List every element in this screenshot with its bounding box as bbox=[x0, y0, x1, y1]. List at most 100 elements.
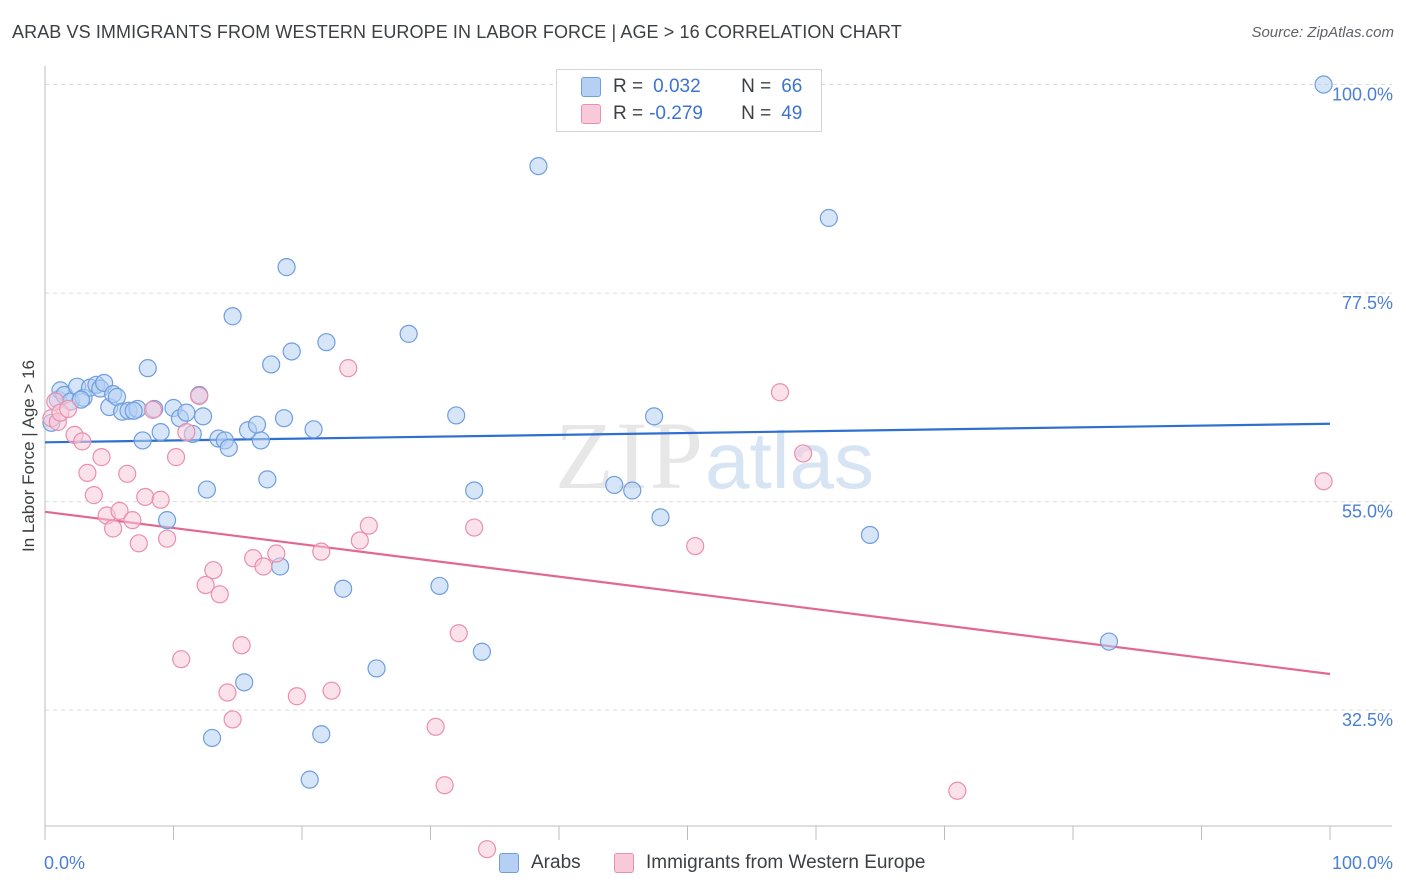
point-arabs bbox=[465, 481, 484, 500]
y-tick-label: 77.5% bbox=[1342, 293, 1393, 313]
point-immigrants bbox=[177, 422, 196, 442]
point-immigrants bbox=[359, 516, 378, 535]
x-tick-label: 100.0% bbox=[1332, 853, 1393, 873]
point-immigrants bbox=[59, 399, 78, 419]
point-immigrants bbox=[465, 518, 484, 537]
point-arabs bbox=[71, 390, 91, 409]
point-immigrants bbox=[435, 776, 454, 795]
point-immigrants bbox=[254, 557, 273, 576]
point-arabs bbox=[247, 415, 267, 434]
point-arabs bbox=[623, 481, 642, 500]
legend-n-label: N = bbox=[741, 103, 772, 124]
point-arabs bbox=[367, 659, 386, 678]
point-arabs bbox=[262, 355, 281, 374]
point-immigrants bbox=[172, 650, 191, 669]
point-immigrants bbox=[339, 359, 358, 378]
point-immigrants bbox=[686, 536, 705, 556]
y-tick-label: 55.0% bbox=[1342, 502, 1393, 522]
point-arabs bbox=[202, 728, 222, 748]
point-arabs bbox=[644, 407, 664, 426]
point-immigrants bbox=[232, 636, 251, 655]
point-immigrants bbox=[157, 529, 177, 548]
point-arabs bbox=[251, 431, 270, 450]
point-immigrants bbox=[78, 463, 97, 482]
data-points bbox=[42, 75, 1333, 859]
point-immigrants bbox=[196, 575, 215, 595]
legend-item-arabs[interactable]: Arabs bbox=[499, 852, 581, 874]
point-immigrants bbox=[129, 534, 148, 553]
point-immigrants bbox=[218, 683, 237, 702]
legend-swatch-arabs bbox=[581, 77, 601, 97]
trend-line-arabs bbox=[44, 422, 1331, 444]
point-immigrants bbox=[350, 531, 369, 550]
legend-n-label: N = bbox=[741, 76, 772, 97]
point-immigrants bbox=[204, 561, 223, 580]
chart-title: ARAB VS IMMIGRANTS FROM WESTERN EUROPE I… bbox=[12, 22, 902, 42]
point-arabs bbox=[1099, 632, 1119, 651]
point-arabs bbox=[472, 642, 491, 661]
point-arabs bbox=[277, 258, 296, 277]
point-arabs bbox=[258, 470, 277, 489]
stats-legend: R = 0.032 N = 66 R = -0.279 N = 49 bbox=[556, 69, 822, 132]
point-immigrants bbox=[143, 400, 163, 419]
point-immigrants bbox=[426, 717, 445, 736]
legend-label-arabs: Arabs bbox=[531, 852, 581, 873]
point-arabs bbox=[197, 480, 217, 499]
legend-row-arabs: R = 0.032 N = 66 bbox=[581, 74, 802, 100]
legend-swatch-immigrants bbox=[581, 104, 601, 124]
legend-swatch-immigrants bbox=[614, 853, 634, 873]
point-immigrants bbox=[166, 448, 186, 467]
axes bbox=[44, 66, 1392, 840]
point-immigrants bbox=[312, 542, 331, 561]
point-arabs bbox=[312, 725, 331, 744]
y-tick-label: 100.0% bbox=[1332, 85, 1393, 105]
legend-row-immigrants: R = -0.279 N = 49 bbox=[581, 101, 802, 127]
point-arabs bbox=[1314, 75, 1333, 94]
legend-swatch-arabs bbox=[499, 853, 519, 873]
point-immigrants bbox=[948, 781, 967, 800]
point-arabs bbox=[219, 438, 238, 457]
point-immigrants bbox=[104, 519, 123, 538]
point-arabs bbox=[151, 422, 170, 442]
tick-labels: 100.0% 77.5% 55.0% 32.5% 0.0% 100.0% bbox=[44, 85, 1393, 873]
point-immigrants bbox=[110, 501, 129, 520]
point-immigrants bbox=[770, 383, 790, 402]
legend-r-value-immigrants: -0.279 bbox=[649, 103, 703, 124]
point-arabs bbox=[334, 579, 353, 598]
point-arabs bbox=[157, 511, 177, 530]
source-credit: Source: ZipAtlas.com bbox=[1251, 24, 1394, 41]
point-immigrants bbox=[449, 624, 468, 643]
point-arabs bbox=[193, 407, 213, 426]
point-arabs bbox=[430, 576, 449, 596]
point-immigrants bbox=[477, 840, 497, 859]
legend-r-value-arabs: 0.032 bbox=[653, 76, 701, 97]
point-arabs bbox=[304, 420, 323, 439]
point-arabs bbox=[300, 770, 319, 789]
y-tick-label: 32.5% bbox=[1342, 710, 1393, 730]
point-immigrants bbox=[267, 544, 286, 563]
point-immigrants bbox=[210, 585, 229, 604]
point-arabs bbox=[223, 307, 242, 326]
legend-n-value-immigrants: 49 bbox=[781, 103, 803, 124]
point-arabs bbox=[447, 406, 466, 425]
point-arabs bbox=[399, 324, 418, 343]
point-arabs bbox=[317, 333, 336, 352]
grid-lines bbox=[45, 84, 1392, 711]
legend-r-label: R = bbox=[613, 76, 644, 97]
legend-r-label: R = bbox=[613, 103, 644, 124]
point-immigrants bbox=[123, 511, 142, 530]
point-immigrants bbox=[794, 444, 813, 463]
point-arabs bbox=[177, 403, 196, 422]
point-immigrants bbox=[118, 464, 137, 483]
point-arabs bbox=[124, 401, 143, 420]
legend-item-immigrants[interactable]: Immigrants from Western Europe bbox=[614, 852, 925, 874]
point-immigrants bbox=[190, 386, 209, 406]
point-immigrants bbox=[151, 490, 170, 509]
y-axis-label: In Labor Force | Age > 16 bbox=[19, 360, 38, 552]
point-immigrants bbox=[223, 710, 242, 729]
point-immigrants bbox=[322, 681, 341, 700]
point-arabs bbox=[605, 475, 624, 495]
point-arabs bbox=[282, 342, 301, 361]
point-immigrants bbox=[84, 486, 103, 505]
